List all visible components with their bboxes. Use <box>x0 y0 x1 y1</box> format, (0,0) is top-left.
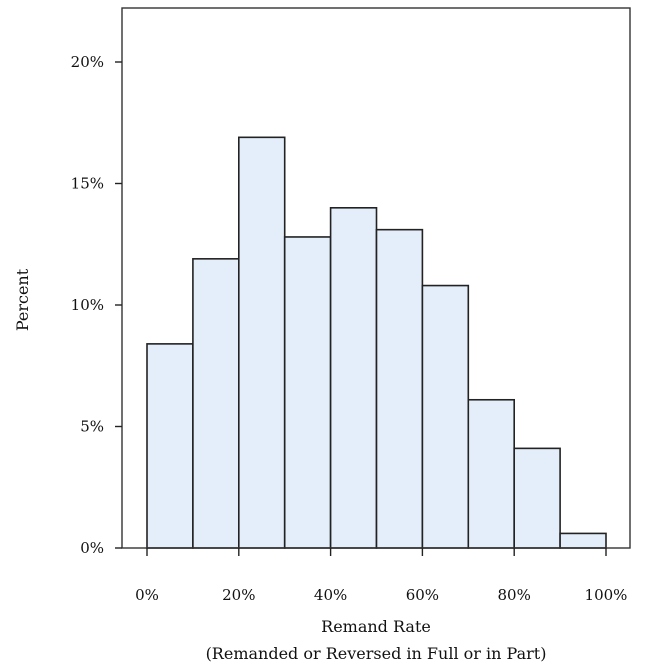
bar-bin-6 <box>421 284 470 549</box>
y-axis-title: Percent <box>13 268 32 331</box>
y-tick-label: 20% <box>71 53 104 71</box>
x-axis-subtitle: (Remanded or Reversed in Full or in Part… <box>206 644 547 663</box>
x-tick-label: 100% <box>585 586 628 604</box>
x-axis-title: Remand Rate <box>321 617 431 636</box>
x-axis: 0% 20% 40% 60% 80% 100% <box>135 548 627 604</box>
bar-bin-3 <box>283 236 332 549</box>
x-tick-label: 20% <box>222 586 255 604</box>
bar-bin-5 <box>375 228 424 549</box>
bars-group <box>146 136 607 549</box>
bar-bin-8 <box>513 447 561 549</box>
plot-frame <box>121 7 631 549</box>
y-axis: 0% 5% 10% 15% 20% <box>71 53 122 557</box>
y-tick-label: 15% <box>71 175 104 193</box>
y-tick-label: 0% <box>80 539 104 557</box>
bar-bin-9 <box>559 532 607 549</box>
x-tick-label: 80% <box>498 586 531 604</box>
x-tick-label: 0% <box>135 586 159 604</box>
y-tick-label: 5% <box>80 418 104 436</box>
bar-bin-0 <box>146 343 194 549</box>
x-tick-label: 60% <box>406 586 439 604</box>
bar-bin-2 <box>238 136 286 549</box>
bar-bin-1 <box>192 258 240 549</box>
bar-bin-7 <box>467 398 515 549</box>
bar-bin-4 <box>329 207 378 549</box>
y-tick-label: 10% <box>71 296 104 314</box>
x-tick-label: 40% <box>314 586 347 604</box>
